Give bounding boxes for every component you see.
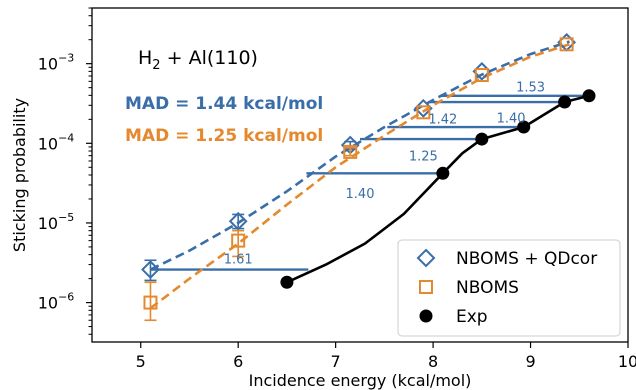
- legend-marker-square: [419, 280, 433, 294]
- legend-entry-nboms-qdcor: NBOMS + QDcor: [456, 249, 597, 269]
- x-tick-label: 9: [525, 352, 535, 371]
- data-point-square: [416, 105, 431, 120]
- energy-gap-label: 1.25: [409, 150, 438, 165]
- fit-curves: [149, 40, 590, 310]
- mad-label-nboms-qdcor: MAD = 1.44 kcal/mol: [125, 94, 323, 114]
- annotation-subscript: 2: [152, 58, 160, 73]
- energy-gap-label: 1.53: [516, 81, 545, 96]
- y-tick-label: 10−5: [38, 211, 75, 233]
- legend-marker-circle: [419, 309, 433, 323]
- y-axis-label: Sticking probability: [10, 98, 29, 252]
- data-point-square: [559, 37, 574, 52]
- x-tick-label: 8: [428, 352, 438, 371]
- energy-gap-label: 1.40: [497, 111, 526, 126]
- energy-gap-labels: 1.61 1.40 1.25 1.42 1.40 1.53: [224, 81, 545, 268]
- fit-curve-square: [149, 43, 570, 310]
- data-point-diamond: [141, 260, 160, 279]
- x-tick-label: 6: [233, 352, 243, 371]
- y-tick-label: 10−6: [38, 291, 75, 313]
- legend-entry-nboms: NBOMS: [456, 278, 519, 298]
- axis-ticks: 5 6 7 8 9 10 10−6 10−5 10−4 10−3: [38, 7, 636, 371]
- data-point-circle: [475, 132, 489, 146]
- x-tick-label: 5: [136, 352, 146, 371]
- data-point-circle: [558, 95, 572, 109]
- legend-entry-exp: Exp: [456, 307, 488, 327]
- energy-gap-label: 1.40: [346, 187, 375, 202]
- data-point-square: [143, 295, 158, 310]
- mad-label-nboms: MAD = 1.25 kcal/mol: [125, 126, 323, 146]
- y-tick-label: 10−4: [38, 131, 75, 153]
- data-point-circle: [436, 166, 450, 180]
- x-axis-label: Incidence energy (kcal/mol): [249, 371, 472, 390]
- data-markers: [141, 32, 596, 322]
- system-annotation: H2 + Al(110): [138, 47, 258, 73]
- data-point-circle: [582, 89, 596, 103]
- data-point-square: [474, 68, 489, 83]
- annotation-base: H: [138, 47, 152, 69]
- legend-marker-diamond: [416, 248, 436, 268]
- legend: NBOMS + QDcor NBOMS Exp: [397, 239, 621, 337]
- fit-curve-diamond: [149, 40, 570, 271]
- data-point-circle: [280, 275, 294, 289]
- data-point-square: [343, 144, 358, 159]
- data-point-square: [231, 233, 246, 248]
- data-point-circle: [517, 120, 531, 134]
- energy-gap-label: 1.61: [224, 252, 253, 267]
- data-point-diamond: [228, 211, 248, 231]
- annotation-rest: + Al(110): [161, 47, 258, 69]
- energy-gap-label: 1.42: [428, 112, 457, 127]
- x-tick-label: 7: [331, 352, 341, 371]
- y-tick-label: 10−3: [38, 52, 75, 74]
- legend-box: [397, 239, 621, 337]
- x-tick-label: 10: [618, 352, 636, 371]
- fit-curve-circle: [286, 94, 590, 284]
